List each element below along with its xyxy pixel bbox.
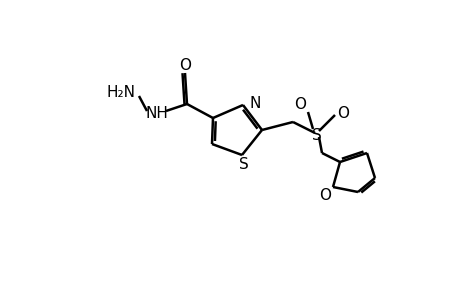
Text: O: O <box>336 106 348 121</box>
Text: O: O <box>293 97 305 112</box>
Text: H₂N: H₂N <box>106 85 135 100</box>
Text: NH: NH <box>145 106 168 121</box>
Text: O: O <box>179 58 190 73</box>
Text: O: O <box>318 188 330 202</box>
Text: N: N <box>249 95 261 110</box>
Text: S: S <box>239 157 248 172</box>
Text: S: S <box>312 128 321 142</box>
